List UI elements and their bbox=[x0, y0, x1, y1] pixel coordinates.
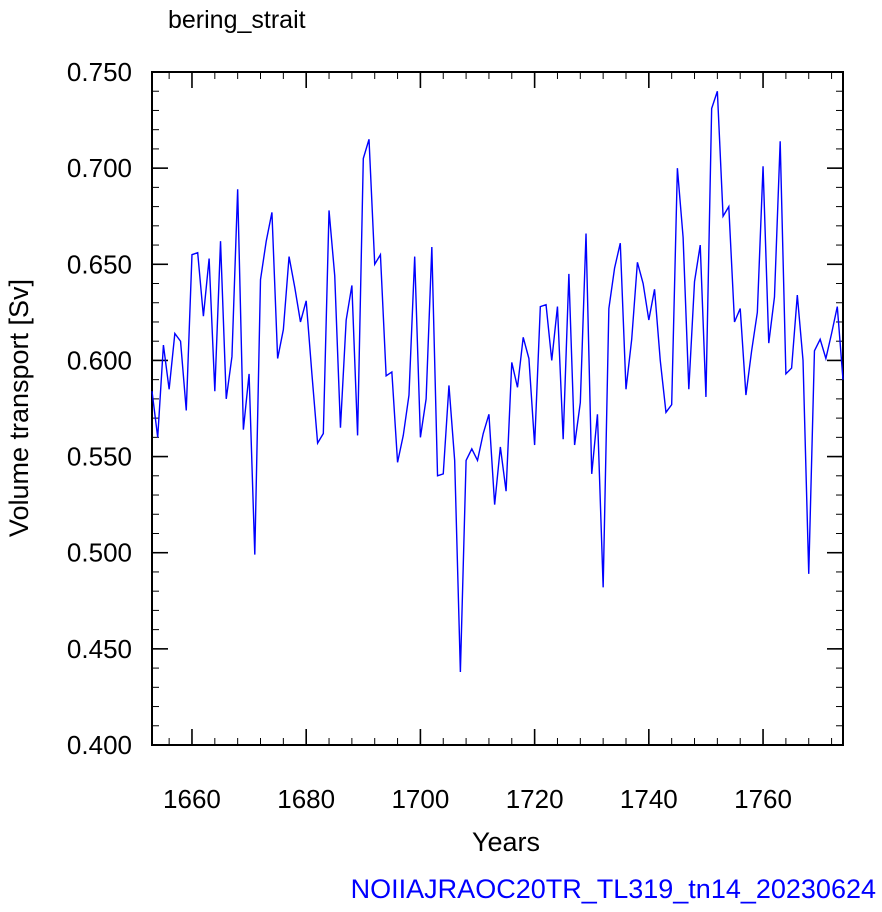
y-tick-label: 0.450 bbox=[67, 634, 132, 664]
footer-label: NOIIAJRAOC20TR_TL319_tn14_20230624 bbox=[351, 874, 876, 904]
x-tick-label: 1700 bbox=[391, 784, 449, 814]
x-tick-label: 1680 bbox=[277, 784, 335, 814]
y-tick-label: 0.550 bbox=[67, 442, 132, 472]
x-tick-label: 1760 bbox=[734, 784, 792, 814]
x-axis-label: Years bbox=[472, 827, 540, 857]
x-tick-label: 1740 bbox=[620, 784, 678, 814]
y-tick-label: 0.400 bbox=[67, 730, 132, 760]
y-tick-label: 0.500 bbox=[67, 538, 132, 568]
y-tick-label: 0.600 bbox=[67, 345, 132, 375]
series-line bbox=[151, 91, 844, 672]
y-axis: 0.400 0.450 0.500 0.550 0.600 0.650 0.700 0.750 bbox=[67, 57, 843, 760]
plot-frame bbox=[151, 71, 844, 746]
y-tick-label: 0.700 bbox=[67, 153, 132, 183]
y-tick-label: 0.750 bbox=[67, 57, 132, 87]
y-tick-label: 0.650 bbox=[67, 249, 132, 279]
x-axis: 1660 1680 1700 1720 1740 1760 bbox=[163, 72, 833, 814]
x-tick-label: 1660 bbox=[163, 784, 221, 814]
series-group bbox=[151, 91, 844, 672]
x-tick-label: 1720 bbox=[506, 784, 564, 814]
chart-title: bering_strait bbox=[168, 6, 306, 34]
y-axis-label: Volume transport [Sv] bbox=[4, 279, 34, 537]
plot-border bbox=[151, 71, 844, 746]
